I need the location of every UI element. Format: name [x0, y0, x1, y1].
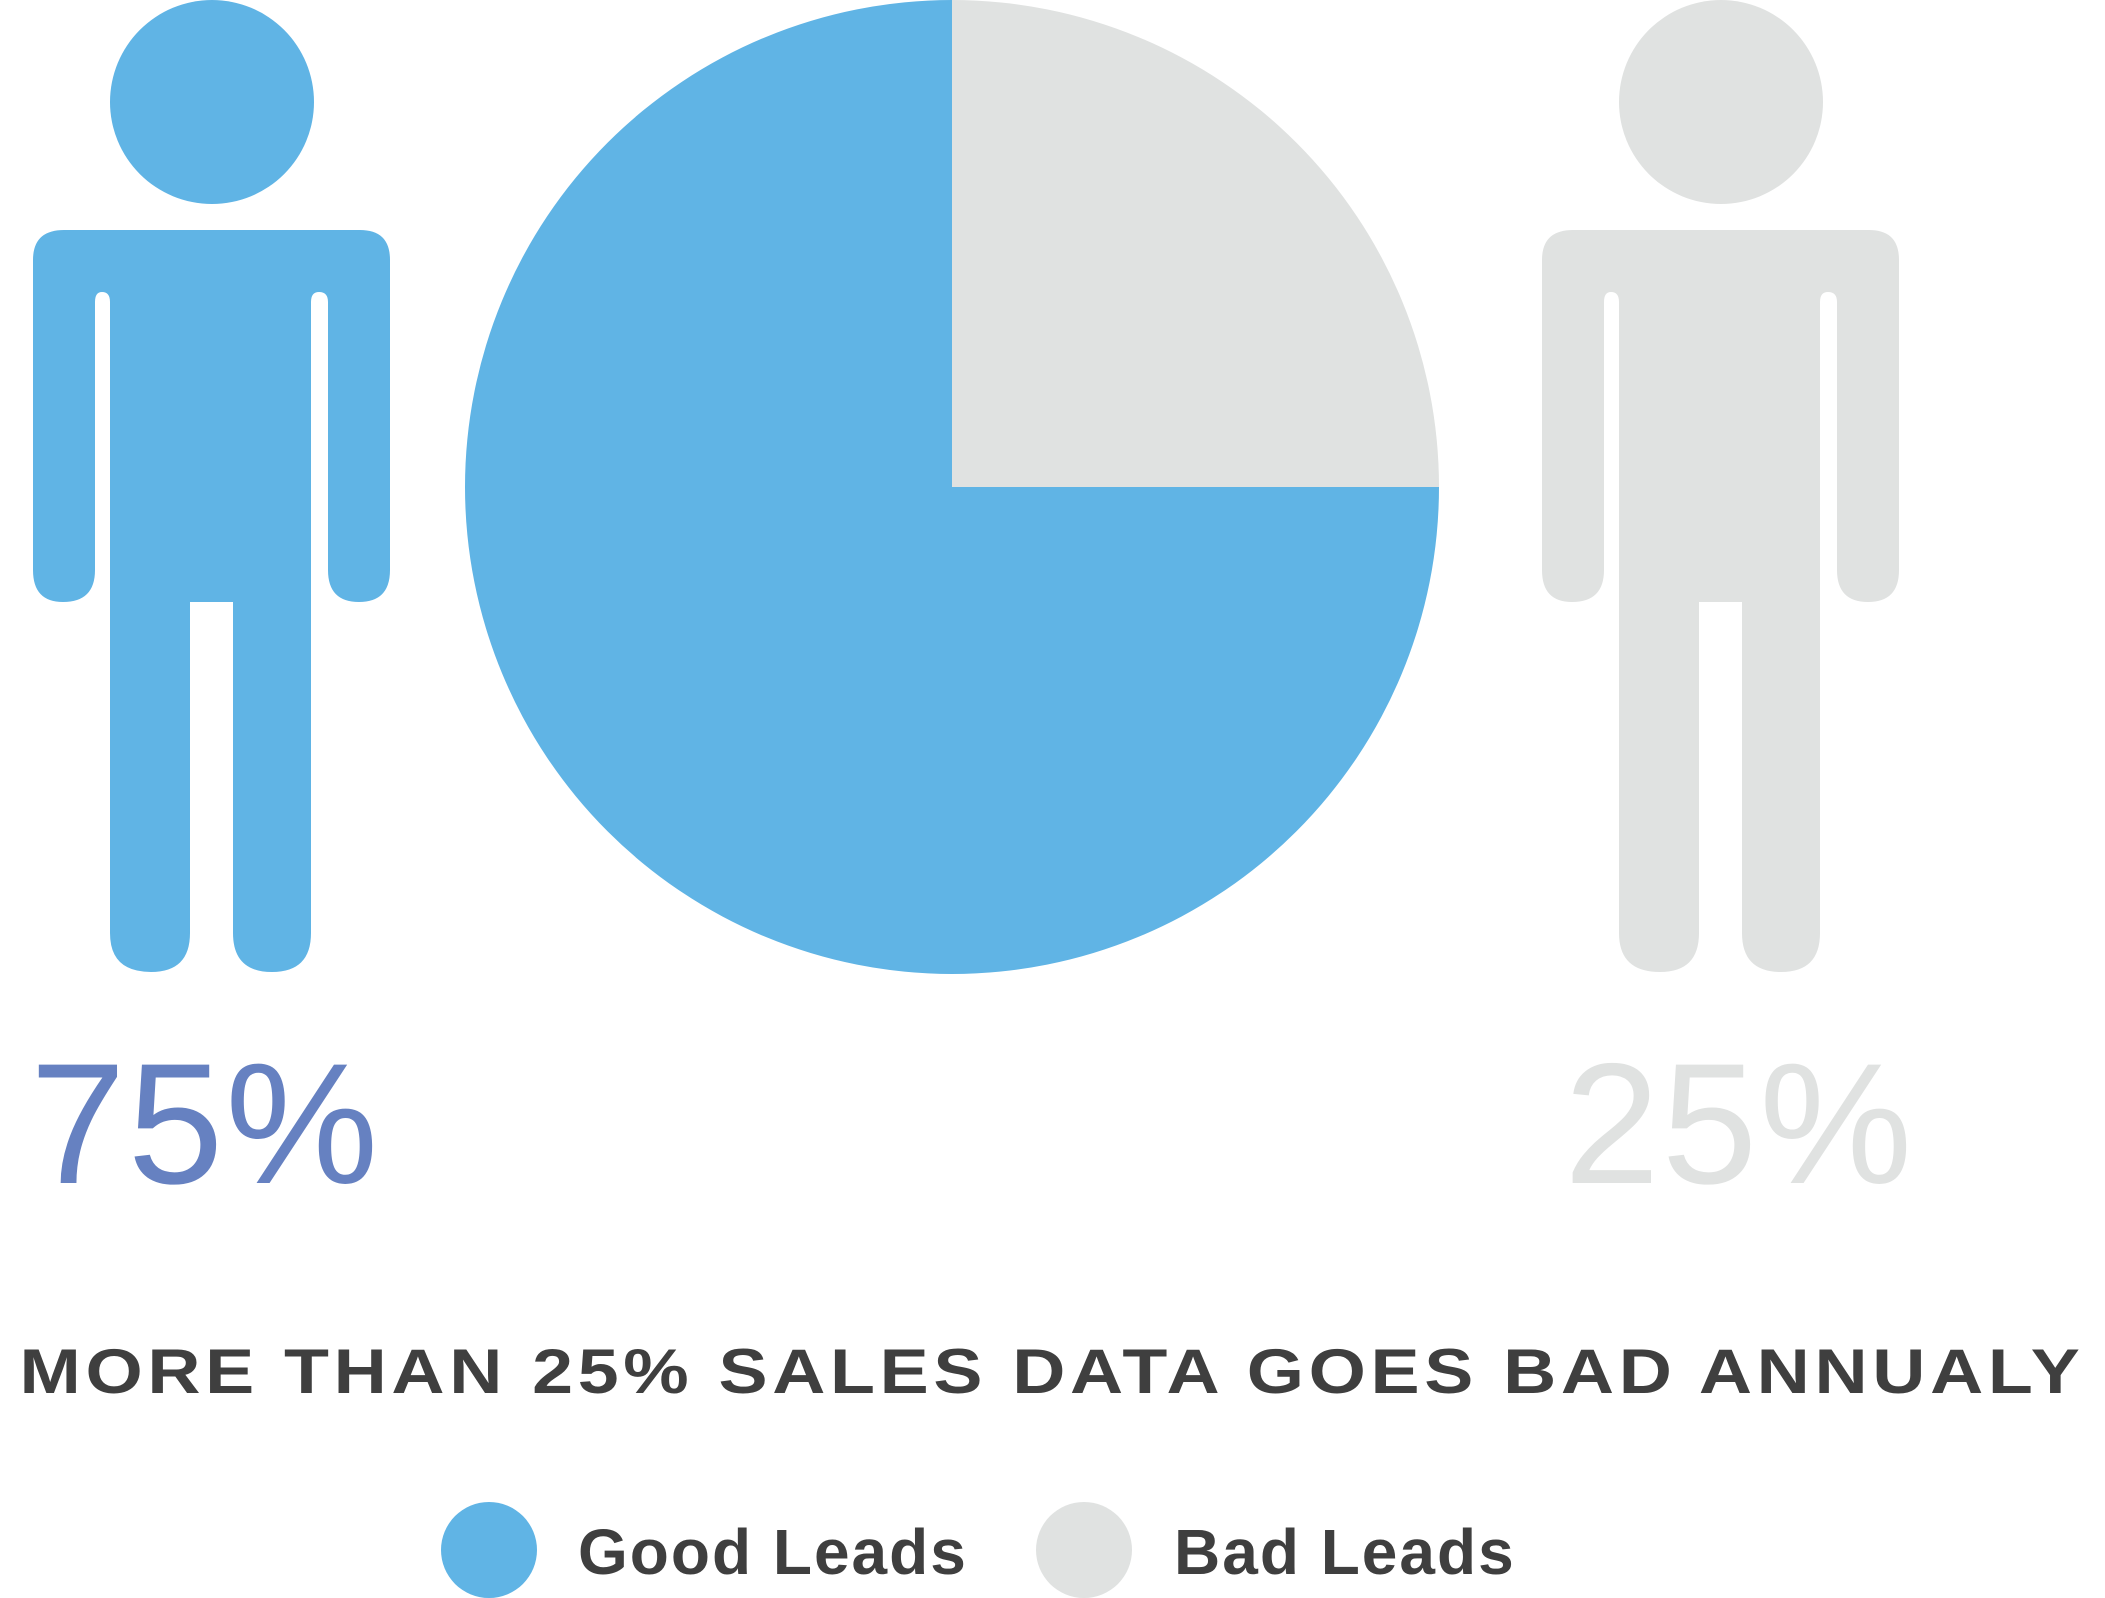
- legend: Good Leads Bad Leads: [441, 1502, 1516, 1598]
- legend-swatch-good: [441, 1502, 537, 1598]
- bad-leads-percent-label: 25%: [1564, 1028, 1914, 1220]
- legend-swatch-bad: [1036, 1502, 1132, 1598]
- good-leads-percent-label: 75%: [30, 1028, 380, 1220]
- pie-chart: [465, 0, 1439, 974]
- good-leads-person-icon: [33, 0, 390, 972]
- bad-leads-person-icon: [1542, 0, 1899, 972]
- legend-label-bad: Bad Leads: [1174, 1516, 1516, 1588]
- pie-slice-bad-leads: [952, 0, 1439, 487]
- chart-title: MORE THAN 25% SALES DATA GOES BAD ANNUAL…: [20, 1337, 2085, 1407]
- legend-label-good: Good Leads: [578, 1516, 968, 1588]
